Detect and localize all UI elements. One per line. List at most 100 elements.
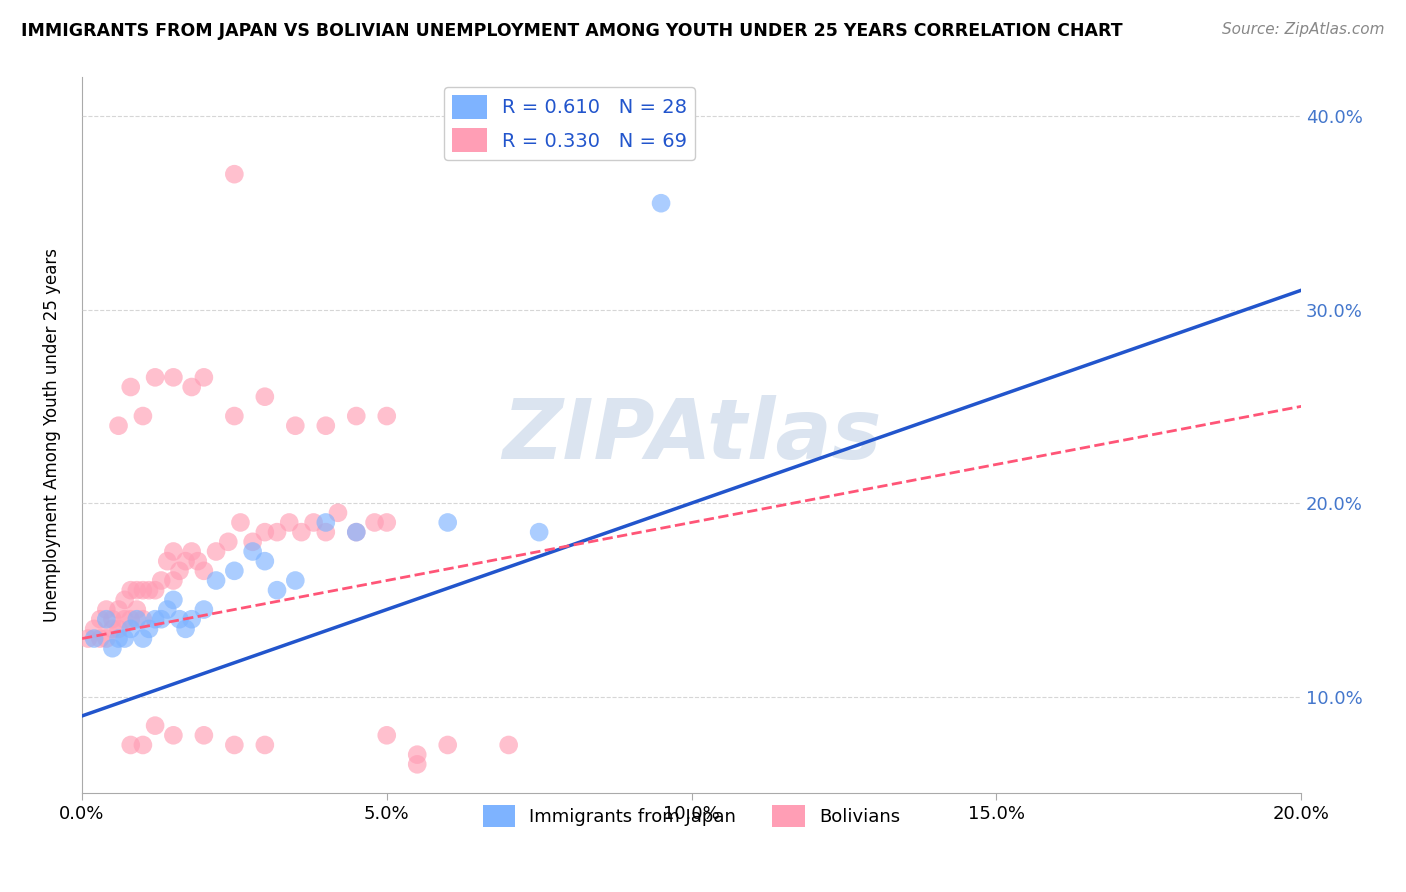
Point bbox=[107, 602, 129, 616]
Point bbox=[143, 718, 166, 732]
Point bbox=[169, 612, 191, 626]
Point bbox=[253, 554, 276, 568]
Point bbox=[326, 506, 349, 520]
Point bbox=[174, 554, 197, 568]
Point bbox=[180, 544, 202, 558]
Point bbox=[132, 632, 155, 646]
Point bbox=[132, 583, 155, 598]
Point bbox=[120, 622, 142, 636]
Point bbox=[406, 747, 429, 762]
Point bbox=[187, 554, 209, 568]
Point bbox=[302, 516, 325, 530]
Point bbox=[193, 564, 215, 578]
Point bbox=[344, 409, 367, 423]
Point bbox=[132, 612, 155, 626]
Point bbox=[224, 564, 246, 578]
Point bbox=[224, 738, 246, 752]
Point bbox=[278, 516, 301, 530]
Point bbox=[107, 632, 129, 646]
Point bbox=[253, 390, 276, 404]
Point bbox=[193, 728, 215, 742]
Point bbox=[527, 525, 550, 540]
Point bbox=[284, 418, 307, 433]
Point bbox=[120, 380, 142, 394]
Point bbox=[89, 612, 111, 626]
Point bbox=[224, 167, 246, 181]
Legend: Immigrants from Japan, Bolivians: Immigrants from Japan, Bolivians bbox=[475, 798, 908, 834]
Point bbox=[375, 409, 398, 423]
Point bbox=[96, 612, 118, 626]
Point bbox=[436, 516, 458, 530]
Point bbox=[125, 583, 148, 598]
Point bbox=[242, 534, 264, 549]
Point bbox=[344, 525, 367, 540]
Text: IMMIGRANTS FROM JAPAN VS BOLIVIAN UNEMPLOYMENT AMONG YOUTH UNDER 25 YEARS CORREL: IMMIGRANTS FROM JAPAN VS BOLIVIAN UNEMPL… bbox=[21, 22, 1123, 40]
Point bbox=[89, 632, 111, 646]
Point bbox=[120, 738, 142, 752]
Point bbox=[205, 544, 228, 558]
Point bbox=[114, 612, 136, 626]
Point bbox=[162, 728, 184, 742]
Point bbox=[83, 632, 105, 646]
Point bbox=[125, 612, 148, 626]
Point bbox=[107, 622, 129, 636]
Point bbox=[266, 525, 288, 540]
Y-axis label: Unemployment Among Youth under 25 years: Unemployment Among Youth under 25 years bbox=[44, 248, 60, 623]
Point bbox=[120, 583, 142, 598]
Point bbox=[363, 516, 385, 530]
Point bbox=[101, 622, 124, 636]
Point bbox=[162, 592, 184, 607]
Point bbox=[174, 622, 197, 636]
Point bbox=[156, 602, 179, 616]
Point bbox=[406, 757, 429, 772]
Point bbox=[315, 418, 337, 433]
Point bbox=[150, 612, 173, 626]
Point bbox=[114, 592, 136, 607]
Point bbox=[132, 409, 155, 423]
Point bbox=[156, 554, 179, 568]
Point bbox=[498, 738, 520, 752]
Point bbox=[253, 525, 276, 540]
Point bbox=[162, 574, 184, 588]
Point bbox=[138, 622, 160, 636]
Point bbox=[205, 574, 228, 588]
Point bbox=[315, 516, 337, 530]
Point bbox=[224, 409, 246, 423]
Point bbox=[101, 641, 124, 656]
Point bbox=[253, 738, 276, 752]
Point bbox=[180, 612, 202, 626]
Point bbox=[96, 602, 118, 616]
Point bbox=[229, 516, 252, 530]
Point bbox=[143, 370, 166, 384]
Point bbox=[375, 516, 398, 530]
Point bbox=[162, 544, 184, 558]
Point bbox=[242, 544, 264, 558]
Point bbox=[107, 418, 129, 433]
Point bbox=[132, 738, 155, 752]
Point bbox=[436, 738, 458, 752]
Point bbox=[125, 602, 148, 616]
Point bbox=[193, 370, 215, 384]
Point bbox=[180, 380, 202, 394]
Text: ZIPAtlas: ZIPAtlas bbox=[502, 395, 882, 476]
Point bbox=[650, 196, 672, 211]
Point bbox=[375, 728, 398, 742]
Point bbox=[143, 583, 166, 598]
Point bbox=[315, 525, 337, 540]
Point bbox=[266, 583, 288, 598]
Point bbox=[83, 622, 105, 636]
Point bbox=[143, 612, 166, 626]
Point bbox=[150, 574, 173, 588]
Point bbox=[344, 525, 367, 540]
Point bbox=[120, 612, 142, 626]
Point bbox=[138, 583, 160, 598]
Point bbox=[284, 574, 307, 588]
Point bbox=[217, 534, 239, 549]
Point bbox=[101, 612, 124, 626]
Text: Source: ZipAtlas.com: Source: ZipAtlas.com bbox=[1222, 22, 1385, 37]
Point bbox=[193, 602, 215, 616]
Point bbox=[114, 632, 136, 646]
Point bbox=[162, 370, 184, 384]
Point bbox=[96, 632, 118, 646]
Point bbox=[169, 564, 191, 578]
